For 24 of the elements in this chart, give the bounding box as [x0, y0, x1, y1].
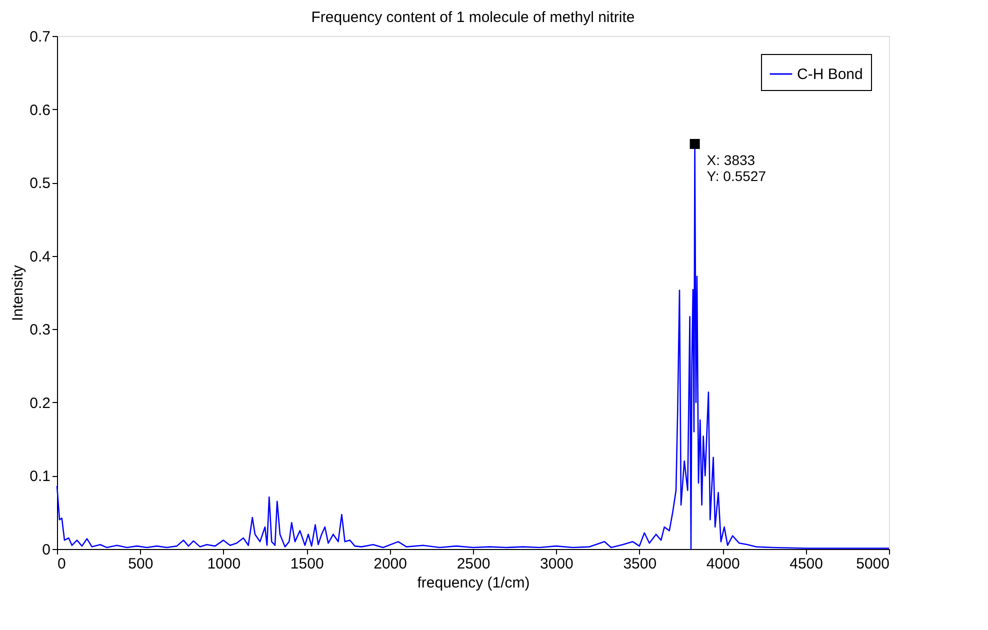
x-tick-label: 3000 — [540, 556, 574, 572]
x-tick-label: 4500 — [790, 556, 823, 572]
x-tick-label: 4000 — [706, 556, 740, 572]
chart-title: Frequency content of 1 molecule of methyl nitrite — [311, 9, 635, 26]
x-tick-label: 2500 — [456, 556, 490, 572]
x-tick-label: 2000 — [374, 556, 407, 572]
y-tick-label: 0.6 — [30, 102, 50, 119]
x-axis-title: frequency (1/cm) — [417, 574, 530, 592]
x-tick-label: 500 — [128, 556, 154, 572]
x-tick-label: 0 — [58, 556, 66, 572]
x-tick-label: 3500 — [623, 556, 657, 572]
y-tick-label: 0.1 — [30, 468, 50, 486]
x-tick-label: 1500 — [290, 556, 324, 572]
y-tick-label: 0.3 — [30, 322, 50, 339]
y-tick-label: 0.5 — [30, 175, 50, 192]
y-tick-label: 0 — [42, 542, 50, 558]
y-tick-label: 0.7 — [30, 28, 50, 46]
x-tick-label: 5000 — [856, 556, 890, 572]
legend-label: C-H Bond — [797, 66, 863, 83]
y-tick-label: 0.2 — [30, 394, 50, 412]
y-axis-title: Intensity — [10, 264, 27, 321]
y-tick-label: 0.4 — [30, 248, 50, 266]
annotation: X: 3833 Y: 0.5527 — [706, 152, 766, 184]
x-tick-label: 1000 — [207, 556, 241, 572]
